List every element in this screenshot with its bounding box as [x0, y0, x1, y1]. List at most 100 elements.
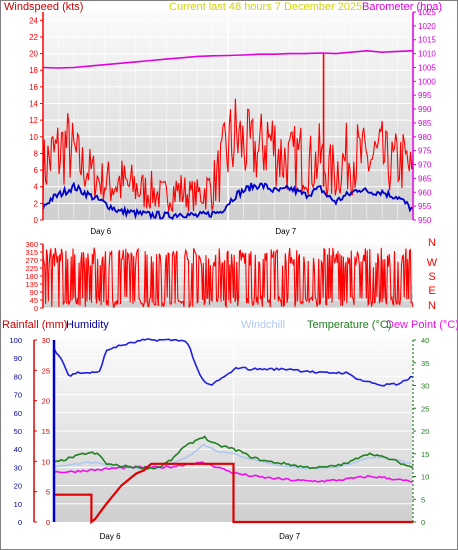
windspeed-tick-label: 6	[34, 166, 39, 175]
gust-line	[42, 98, 414, 212]
rainfall-tick-label: 10	[42, 457, 50, 466]
windspeed-tick-label: 4	[34, 183, 39, 192]
humidity-tick-label: 20	[14, 482, 22, 491]
direction-tick-label: 0	[34, 304, 38, 313]
barometer-tick-label: 1010	[418, 50, 436, 59]
windspeed-tick-label: 22	[29, 33, 38, 42]
direction-tick-label: 135	[25, 280, 38, 289]
barometer-tick-label: 990	[418, 105, 432, 114]
humidity-tick-label: 10	[14, 500, 22, 509]
rainfall-tick-labels: 0 5 10 15 20 25 30	[34, 336, 50, 527]
temperature-tick-label: 20	[421, 427, 429, 436]
windspeed-tick-label: 16	[29, 83, 38, 92]
windspeed-tick-label: 12	[29, 116, 38, 125]
gust-series	[42, 53, 414, 212]
wind-baro-day-labels: Day 6 Day 7	[90, 227, 296, 236]
rainfall-tick-label: 5	[46, 488, 50, 497]
barometer-axis-title: Barometer (hpa)	[362, 1, 442, 13]
wind-direction-line	[42, 247, 414, 309]
temperature-day-labels: Day 6 Day 7	[100, 532, 301, 541]
day-label: Day 7	[279, 532, 300, 541]
humidity-tick-label: 70	[14, 391, 22, 400]
day-label: Day 6	[90, 227, 111, 236]
humidity-tick-label: 60	[14, 409, 22, 418]
legend-temperature: Temperature (°C)	[307, 319, 391, 331]
barometer-tick-labels: 950 955 960 965 970 975 980 985 990 995 1000 1005 10…	[413, 8, 436, 225]
windspeed-tick-label: 0	[34, 216, 39, 225]
temperature-tick-label: 40	[421, 336, 429, 345]
average-wind-line	[42, 181, 414, 221]
temperature-tick-label: 30	[421, 382, 429, 391]
humidity-tick-label: 90	[14, 354, 22, 363]
compass-label: S	[428, 271, 435, 283]
compass-label: E	[428, 285, 435, 297]
direction-tick-label: 45	[30, 296, 38, 305]
temperature-tick-label: 35	[421, 359, 429, 368]
temperature-tick-label: 15	[421, 450, 429, 459]
temperature-tick-labels: 0 5 10 15 20 25 30 35 40	[413, 336, 429, 527]
direction-tick-label: 270	[25, 256, 38, 265]
barometer-tick-label: 970	[418, 161, 432, 170]
windspeed-tick-label: 20	[29, 50, 38, 59]
barometer-tick-label: 1000	[418, 77, 436, 86]
temperature-panel: 0 10 20 30 40 50 60 70 80 90 100 0 5 10 15 20 25 30 0 5 10…	[2, 319, 458, 541]
direction-tick-label: 315	[25, 248, 38, 257]
barometer-tick-label: 1015	[418, 36, 436, 45]
rainfall-tick-label: 30	[42, 336, 50, 345]
humidity-tick-label: 100	[9, 336, 22, 345]
windspeed-tick-label: 24	[29, 16, 38, 25]
humidity-axis-title: Humidity	[66, 319, 109, 331]
day-label: Day 6	[100, 532, 121, 541]
rainfall-axis-title: Rainfall (mm)	[2, 319, 67, 331]
windspeed-tick-label: 10	[29, 133, 38, 142]
temperature-tick-label: 10	[421, 473, 429, 482]
temperature-tick-label: 0	[421, 518, 425, 527]
temperature-tick-label: 25	[421, 404, 429, 413]
windspeed-tick-label: 2	[34, 199, 39, 208]
barometer-tick-label: 980	[418, 133, 432, 142]
barometer-tick-label: 985	[418, 119, 432, 128]
temperature-line	[53, 435, 414, 470]
chart-title: Current last 48 hours 7 December 2025	[169, 1, 362, 13]
windspeed-tick-label: 8	[34, 149, 39, 158]
day-label: Day 7	[275, 227, 296, 236]
temperature-tick-label: 5	[421, 495, 425, 504]
windspeed-tick-label: 18	[29, 66, 38, 75]
compass-label: N	[428, 300, 436, 312]
rainfall-tick-label: 25	[42, 366, 50, 375]
humidity-tick-label: 40	[14, 445, 22, 454]
rainfall-tick-label: 15	[42, 427, 50, 436]
barometer-line	[42, 49, 414, 69]
barometer-tick-label: 995	[418, 91, 432, 100]
barometer-tick-label: 955	[418, 202, 432, 211]
humidity-tick-label: 30	[14, 463, 22, 472]
humidity-line	[53, 338, 414, 387]
legend-dewpoint: Dew Point (°C)	[386, 319, 458, 331]
rainfall-tick-label: 20	[42, 397, 50, 406]
barometer-tick-label: 1020	[418, 22, 436, 31]
compass-label: N	[428, 237, 436, 249]
barometer-tick-label: 965	[418, 174, 432, 183]
direction-tick-label: 180	[25, 272, 38, 281]
rainfall-tick-label: 0	[46, 518, 50, 527]
direction-tick-label: 360	[25, 240, 38, 249]
windspeed-tick-label: 14	[29, 100, 38, 109]
barometer-tick-label: 950	[418, 216, 432, 225]
legend-windchill: Windchill	[241, 319, 285, 331]
direction-tick-label: 90	[30, 288, 38, 297]
compass-label: W	[427, 257, 438, 269]
humidity-tick-label: 0	[18, 518, 22, 527]
humidity-tick-labels: 0 10 20 30 40 50 60 70 80 90 100	[9, 336, 22, 527]
barometer-tick-label: 1005	[418, 63, 436, 72]
direction-tick-label: 225	[25, 264, 38, 273]
barometer-tick-label: 975	[418, 147, 432, 156]
humidity-tick-label: 80	[14, 372, 22, 381]
barometer-tick-label: 960	[418, 188, 432, 197]
